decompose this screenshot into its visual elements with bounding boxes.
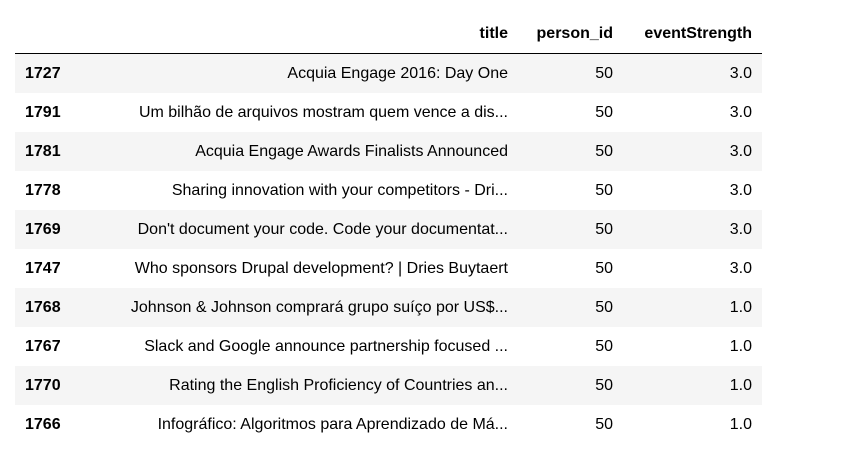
cell-event-strength: 3.0 xyxy=(729,142,752,160)
row-index: 1766 xyxy=(25,415,61,433)
cell-person-id: 50 xyxy=(595,337,613,355)
cell-event-strength: 3.0 xyxy=(729,103,752,121)
cell-title: Who sponsors Drupal development? | Dries… xyxy=(134,259,508,277)
table-row: 1791 Um bilhão de arquivos mostram quem v… xyxy=(15,93,762,132)
cell-person-id: 50 xyxy=(595,415,613,433)
cell-title: Slack and Google announce partnership fo… xyxy=(144,337,508,355)
cell-person-id: 50 xyxy=(595,298,613,316)
table-row: 1767 Slack and Google announce partnershi… xyxy=(15,327,762,366)
cell-title: Sharing innovation with your competitors… xyxy=(171,181,508,199)
table-row: 1781 Acquia Engage Awards Finalists Annou… xyxy=(15,132,762,171)
table-row: 1769 Don't document your code. Code your … xyxy=(15,210,762,249)
cell-person-id: 50 xyxy=(595,142,613,160)
cell-event-strength: 1.0 xyxy=(729,415,752,433)
row-index: 1769 xyxy=(25,220,61,238)
dataframe-table: title person_id eventStrength 1727 Acquia… xyxy=(15,14,762,444)
cell-event-strength: 3.0 xyxy=(729,259,752,277)
table-row: 1768 Johnson & Johnson comprará grupo suí… xyxy=(15,288,762,327)
cell-event-strength: 3.0 xyxy=(729,181,752,199)
cell-person-id: 50 xyxy=(595,220,613,238)
cell-event-strength: 3.0 xyxy=(729,64,752,82)
row-index: 1747 xyxy=(25,259,61,277)
cell-title: Don't document your code. Code your docu… xyxy=(137,220,508,238)
row-index: 1768 xyxy=(25,298,61,316)
cell-title: Rating the English Proficiency of Countr… xyxy=(169,376,508,394)
cell-event-strength: 1.0 xyxy=(729,337,752,355)
row-index: 1727 xyxy=(25,64,61,82)
dataframe-output: title person_id eventStrength 1727 Acquia… xyxy=(15,14,762,444)
cell-person-id: 50 xyxy=(595,376,613,394)
table-body: 1727 Acquia Engage 2016: Day One 50 3.0 1791… xyxy=(15,53,762,444)
cell-person-id: 50 xyxy=(595,64,613,82)
row-index: 1767 xyxy=(25,337,61,355)
column-header-title: title xyxy=(82,14,518,54)
cell-event-strength: 1.0 xyxy=(729,298,752,316)
table-row: 1747 Who sponsors Drupal development? | D… xyxy=(15,249,762,288)
row-index: 1770 xyxy=(25,376,61,394)
cell-person-id: 50 xyxy=(595,259,613,277)
column-header-event-strength: eventStrength xyxy=(623,14,762,54)
cell-person-id: 50 xyxy=(595,181,613,199)
table-row: 1778 Sharing innovation with your competi… xyxy=(15,171,762,210)
row-index: 1791 xyxy=(25,103,61,121)
cell-title: Johnson & Johnson comprará grupo suíço p… xyxy=(130,298,508,316)
cell-person-id: 50 xyxy=(595,103,613,121)
table-row: 1766 Infográfico: Algoritmos para Aprendi… xyxy=(15,405,762,444)
table-row: 1727 Acquia Engage 2016: Day One 50 3.0 xyxy=(15,53,762,93)
cell-event-strength: 1.0 xyxy=(729,376,752,394)
column-header-person-id: person_id xyxy=(518,14,623,54)
cell-title: Infográfico: Algoritmos para Aprendizado… xyxy=(157,415,508,433)
cell-title: Acquia Engage 2016: Day One xyxy=(287,64,508,82)
cell-title: Acquia Engage Awards Finalists Announced xyxy=(195,142,508,160)
table-row: 1770 Rating the English Proficiency of Co… xyxy=(15,366,762,405)
cell-event-strength: 3.0 xyxy=(729,220,752,238)
header-row: title person_id eventStrength xyxy=(15,14,762,54)
index-header xyxy=(15,14,82,54)
row-index: 1778 xyxy=(25,181,61,199)
table-header: title person_id eventStrength xyxy=(15,14,762,54)
row-index: 1781 xyxy=(25,142,61,160)
cell-title: Um bilhão de arquivos mostram quem vence… xyxy=(138,103,508,121)
